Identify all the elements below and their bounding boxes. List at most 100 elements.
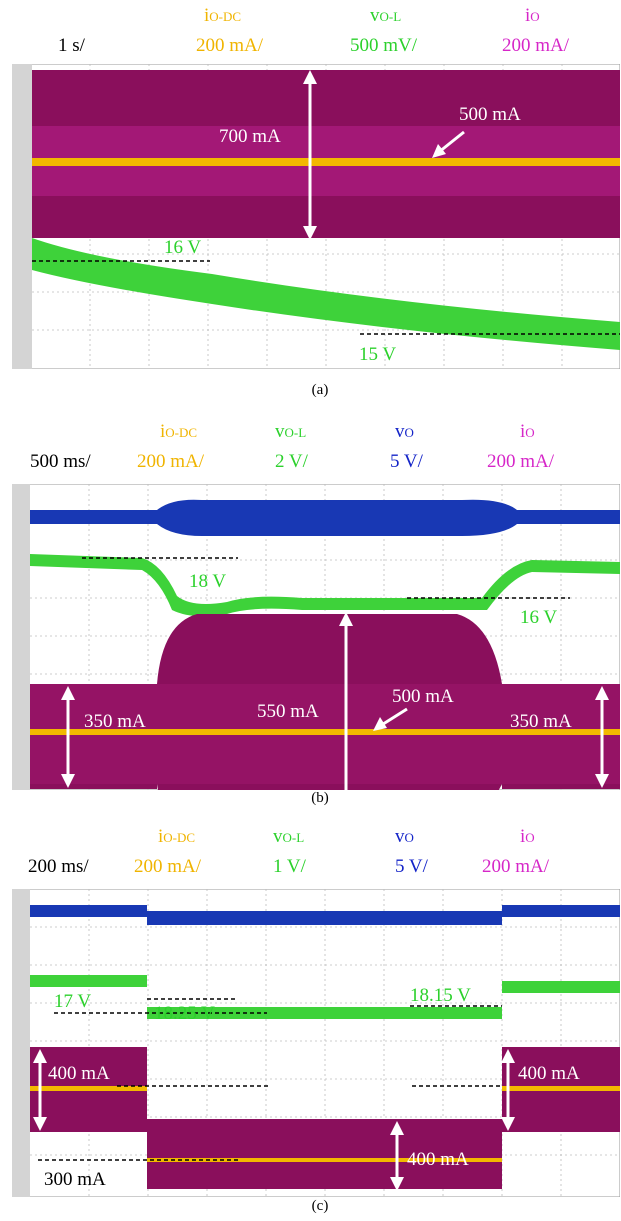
channel-symbol: i bbox=[160, 421, 166, 442]
annotation-575ma-left: 575 mA bbox=[160, 1067, 222, 1088]
annotation-700ma: 700 mA bbox=[219, 126, 281, 147]
channel-io-dc-label: iO-DC bbox=[160, 422, 197, 443]
annotation-17v: 17 V bbox=[54, 991, 91, 1012]
channel-io-scale: 200 mA/ bbox=[487, 451, 555, 472]
channel-subscript: O-L bbox=[284, 425, 307, 440]
vo-l-trace-right bbox=[502, 981, 620, 993]
annotation-400ma-left: 400 mA bbox=[48, 1063, 110, 1084]
side-bar bbox=[12, 889, 30, 1197]
vo-trace-right bbox=[502, 905, 620, 917]
vo-trace bbox=[30, 499, 620, 536]
channel-io-dc-scale: 200 mA/ bbox=[134, 856, 202, 877]
channel-symbol: i bbox=[525, 5, 531, 26]
side-bar bbox=[12, 484, 30, 790]
arrow-700ma bbox=[303, 70, 317, 240]
channel-symbol: v bbox=[370, 5, 380, 26]
io-dc-trace-left bbox=[30, 1086, 147, 1091]
annotation-15v: 15 V bbox=[359, 344, 396, 365]
channel-vo-l-scale: 500 mV/ bbox=[350, 35, 418, 56]
channel-subscript: O bbox=[530, 9, 540, 24]
timebase-label: 500 ms/ bbox=[30, 451, 91, 472]
arrow-350ma-right bbox=[595, 686, 609, 788]
annotation-16v: 16 V bbox=[520, 607, 557, 628]
io-dc-trace-middle bbox=[147, 1158, 502, 1162]
channel-io-dc-label: iO-DC bbox=[204, 6, 241, 27]
annotation-18v: 18 V bbox=[189, 571, 226, 592]
scope-screen-c: 18.15 V 18.25 V 17 V 575 mA 575 mA 400 m… bbox=[12, 889, 620, 1197]
channel-subscript: O bbox=[404, 425, 414, 440]
annotation-575ma-right: 575 mA bbox=[412, 1067, 474, 1088]
channel-io-label: iO bbox=[525, 6, 540, 27]
arrow-500ma bbox=[373, 707, 408, 731]
channel-vo-label: vO bbox=[395, 827, 414, 848]
scope-screen-b: 18 V 16 V 350 mA 550 mA 500 mA 350 mA bbox=[12, 484, 620, 790]
side-bar bbox=[12, 64, 32, 369]
io-dc-trace bbox=[30, 729, 620, 735]
arrow-500ma bbox=[432, 130, 465, 158]
annotation-350ma-right: 350 mA bbox=[510, 711, 572, 732]
annotation-400ma-middle: 400 mA bbox=[407, 1149, 469, 1170]
channel-symbol: i bbox=[204, 5, 210, 26]
channel-symbol: v bbox=[275, 421, 285, 442]
panel-b: 500 ms/ iO-DC 200 mA/ vO-L 2 V/ vO 5 V/ … bbox=[0, 410, 621, 815]
channel-io-label: iO bbox=[520, 422, 535, 443]
channel-symbol: v bbox=[395, 421, 405, 442]
channel-symbol: i bbox=[158, 826, 164, 847]
vo-l-trace-middle bbox=[147, 1007, 502, 1019]
io-dc-trace-right bbox=[502, 1086, 620, 1091]
channel-symbol: v bbox=[273, 826, 283, 847]
channel-subscript: O-DC bbox=[163, 830, 196, 845]
channel-symbol: i bbox=[520, 421, 526, 442]
panel-caption: (b) bbox=[311, 790, 329, 806]
channel-subscript: O bbox=[525, 830, 535, 845]
panel-a: 1 s/ iO-DC 200 mA/ vO-L 500 mV/ iO 200 m… bbox=[0, 0, 621, 410]
annotation-350ma-left: 350 mA bbox=[84, 711, 146, 732]
channel-vo-l-label: vO-L bbox=[370, 6, 401, 27]
channel-io-scale: 200 mA/ bbox=[482, 856, 550, 877]
annotation-550ma: 550 mA bbox=[257, 701, 319, 722]
arrow-400ma-right bbox=[501, 1049, 515, 1131]
channel-symbol: i bbox=[520, 826, 526, 847]
channel-io-dc-scale: 200 mA/ bbox=[137, 451, 205, 472]
channel-vo-scale: 5 V/ bbox=[395, 856, 428, 877]
vo-trace-left bbox=[30, 905, 147, 917]
panel-caption: (a) bbox=[311, 382, 329, 398]
arrow-350ma-left bbox=[61, 686, 75, 788]
annotation-18-25v: 18.25 V bbox=[154, 1003, 215, 1024]
arrow-400ma-left bbox=[33, 1049, 47, 1131]
timebase-label: 1 s/ bbox=[58, 35, 85, 56]
vo-l-trace bbox=[30, 554, 620, 617]
annotation-400ma-right: 400 mA bbox=[518, 1063, 580, 1084]
channel-io-label: iO bbox=[520, 827, 535, 848]
channel-vo-l-label: vO-L bbox=[273, 827, 304, 848]
channel-io-scale: 200 mA/ bbox=[502, 35, 570, 56]
annotation-300ma: 300 mA bbox=[44, 1169, 106, 1190]
arrow-550ma bbox=[339, 612, 353, 790]
panel-caption: (c) bbox=[311, 1198, 329, 1214]
channel-vo-l-scale: 1 V/ bbox=[273, 856, 306, 877]
timebase-label: 200 ms/ bbox=[28, 856, 89, 877]
vo-l-trace-left bbox=[30, 975, 147, 987]
io-ripple-band-middle bbox=[147, 1119, 502, 1189]
scope-screen-a: 700 mA 500 mA 16 V 15 V bbox=[12, 64, 620, 369]
annotation-500ma: 500 mA bbox=[392, 686, 454, 707]
vo-l-trace bbox=[32, 238, 620, 350]
io-dc-trace bbox=[32, 158, 620, 166]
channel-subscript: O-DC bbox=[165, 425, 198, 440]
vo-trace-middle bbox=[147, 911, 502, 925]
channel-subscript: O bbox=[404, 830, 414, 845]
arrow-400ma-middle bbox=[390, 1121, 404, 1191]
channel-vo-l-scale: 2 V/ bbox=[275, 451, 308, 472]
channel-io-dc-label: iO-DC bbox=[158, 827, 195, 848]
channel-vo-scale: 5 V/ bbox=[390, 451, 423, 472]
panel-c: 200 ms/ iO-DC 200 mA/ vO-L 1 V/ vO 5 V/ … bbox=[0, 815, 621, 1221]
channel-io-dc-scale: 200 mA/ bbox=[196, 35, 264, 56]
channel-subscript: O-DC bbox=[209, 9, 242, 24]
annotation-16v: 16 V bbox=[164, 237, 201, 258]
channel-subscript: O bbox=[525, 425, 535, 440]
channel-symbol: v bbox=[395, 826, 405, 847]
channel-subscript: O-L bbox=[379, 9, 402, 24]
channel-vo-label: vO bbox=[395, 422, 414, 443]
channel-vo-l-label: vO-L bbox=[275, 422, 306, 443]
channel-subscript: O-L bbox=[282, 830, 305, 845]
